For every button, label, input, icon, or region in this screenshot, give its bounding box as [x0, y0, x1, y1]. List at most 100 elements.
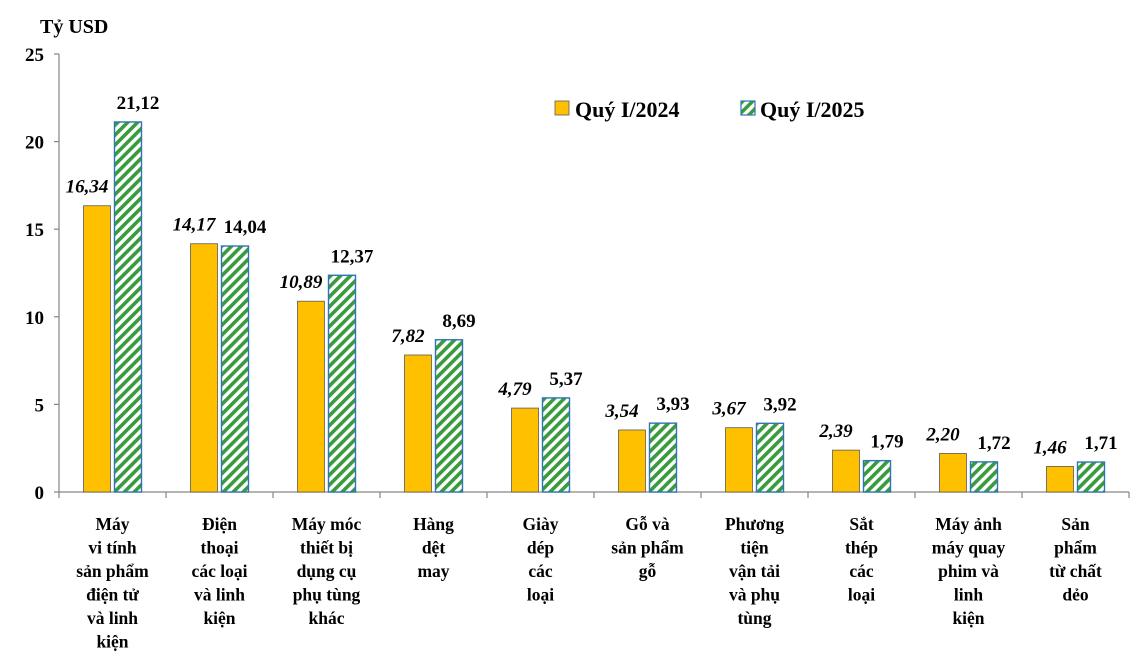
legend: Quý I/2024 Quý I/2025 — [554, 97, 865, 122]
y-tick-label: 0 — [35, 483, 45, 504]
category-label-line: sản phẩm — [611, 538, 684, 558]
category-label-line: loại — [848, 585, 875, 605]
category-label-line: điện tử — [86, 585, 139, 605]
data-label-2024: 7,82 — [391, 326, 425, 347]
category-label-line: máy quay — [932, 538, 1006, 558]
category-label-line: Hàng — [413, 514, 454, 534]
bars — [83, 121, 1106, 493]
bar-2025 — [969, 461, 999, 493]
y-tick-label: 25 — [25, 45, 44, 66]
legend-label-2025: Quý I/2025 — [760, 97, 865, 122]
bar-2024 — [404, 354, 432, 493]
data-label-2024: 2,20 — [925, 424, 960, 445]
data-label-2025: 8,69 — [442, 311, 475, 332]
category-label-line: và linh — [87, 608, 138, 628]
y-tick-label: 5 — [35, 395, 45, 416]
y-tick-label: 15 — [25, 220, 44, 241]
category-label-line: các loại — [192, 561, 248, 581]
category-label-line: tùng — [737, 608, 771, 628]
data-label-2025: 5,37 — [549, 369, 583, 390]
category-label-line: loại — [527, 585, 554, 605]
data-label-2024: 14,17 — [173, 215, 217, 236]
category-label-line: Giày — [523, 514, 559, 534]
category-label-line: từ chất — [1049, 561, 1102, 581]
bar-2024 — [190, 243, 218, 493]
category-label-line: kiện — [203, 608, 235, 628]
legend-swatch-2025 — [740, 100, 756, 116]
category-label-line: thoại — [201, 538, 239, 558]
category-label-line: thép — [845, 538, 878, 558]
category-label-line: Phương — [725, 514, 784, 534]
category-label-line: phẩm — [1054, 538, 1097, 558]
data-label-2025: 12,37 — [331, 246, 374, 267]
category-label-line: khác — [309, 608, 345, 628]
category-label-line: gỗ — [639, 561, 657, 581]
data-label-2024: 3,54 — [604, 401, 638, 422]
category-label-line: may — [417, 561, 449, 581]
data-label-2025: 3,93 — [656, 394, 689, 415]
bar-2024 — [297, 300, 325, 493]
bar-2025 — [1076, 461, 1106, 493]
legend-swatch-2024 — [554, 100, 570, 116]
data-label-2024: 1,46 — [1033, 437, 1067, 458]
bar-2025 — [434, 339, 464, 493]
data-labels: 16,34 21,12 14,17 14,04 10,89 12,37 7,82 8,69 4,… — [66, 93, 1118, 458]
category-label-line: vận tải — [729, 561, 780, 581]
bar-2025 — [327, 274, 357, 493]
bar-2024 — [83, 205, 111, 493]
category-label-line: Gỗ và — [625, 514, 669, 534]
category-label-line: tiện — [740, 538, 768, 558]
category-label-line: phụ tùng — [293, 585, 361, 605]
category-label-line: kiện — [96, 632, 128, 652]
data-label-2024: 2,39 — [818, 421, 853, 442]
bar-2025 — [220, 245, 250, 493]
bar-2024 — [618, 429, 646, 493]
category-label-line: phim và — [938, 561, 999, 581]
data-label-2024: 3,67 — [711, 399, 747, 420]
category-labels: Máy vi tính sản phẩm điện tử và linh kiện Điện… — [76, 514, 1102, 652]
category-label-line: và linh — [194, 585, 245, 605]
category-label-line: và phụ — [729, 585, 780, 605]
data-label-2025: 1,72 — [977, 433, 1010, 454]
data-label-2025: 1,79 — [870, 432, 903, 453]
data-label-2024: 10,89 — [280, 272, 323, 293]
category-label-line: kiện — [952, 608, 984, 628]
bar-2025 — [113, 121, 143, 493]
category-label-line: Điện — [202, 514, 237, 534]
data-label-2025: 3,92 — [763, 394, 796, 415]
category-label-line: Sắt — [849, 514, 873, 534]
y-axis-unit-label: Tỷ USD — [40, 16, 108, 38]
category-label-line: sản phẩm — [76, 561, 149, 581]
bar-2024 — [511, 407, 539, 493]
category-label-line: dép — [527, 538, 555, 558]
data-label-2025: 1,71 — [1084, 433, 1117, 454]
bar-2024 — [1046, 466, 1074, 493]
category-label-line: các — [528, 561, 553, 581]
data-label-2025: 14,04 — [224, 217, 267, 238]
category-label-line: Máy — [95, 514, 129, 534]
category-label-line: Sản — [1061, 514, 1089, 534]
bar-2024 — [832, 449, 860, 493]
bar-2025 — [755, 422, 785, 493]
category-label-line: dệt — [422, 538, 446, 558]
category-label-line: Máy móc — [292, 514, 362, 534]
category-label-line: các — [849, 561, 874, 581]
category-label-line: dụng cụ — [297, 561, 357, 581]
y-tick-label: 20 — [25, 133, 44, 154]
category-label-line: Máy ảnh — [935, 514, 1002, 534]
legend-label-2024: Quý I/2024 — [575, 97, 680, 122]
category-label-line: linh — [954, 585, 983, 605]
category-label-line: thiết bị — [300, 538, 353, 558]
bar-2025 — [862, 459, 892, 493]
bar-2025 — [541, 397, 571, 493]
data-label-2024: 16,34 — [66, 177, 109, 198]
data-label-2025: 21,12 — [117, 93, 160, 114]
bar-2024 — [939, 453, 967, 493]
category-label-line: vi tính — [88, 538, 136, 558]
y-tick-label: 10 — [25, 308, 44, 329]
category-label-line: dẻo — [1062, 585, 1089, 605]
bar-2024 — [725, 427, 753, 493]
bar-2025 — [648, 422, 678, 493]
data-label-2024: 4,79 — [497, 379, 532, 400]
